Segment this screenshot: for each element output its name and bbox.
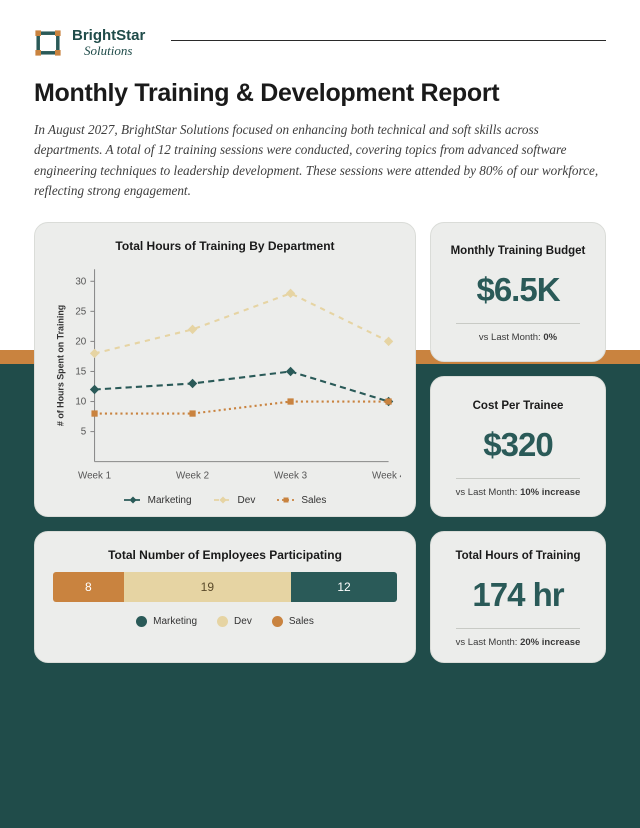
participation-title: Total Number of Employees Participating xyxy=(53,548,397,562)
legend-item: Sales xyxy=(272,616,314,627)
svg-text:15: 15 xyxy=(75,366,86,377)
svg-text:Week 4: Week 4 xyxy=(372,470,401,481)
legend-item: Dev xyxy=(214,495,256,506)
header-rule xyxy=(171,40,606,41)
participation-segment: 19 xyxy=(124,572,292,602)
chart-title: Total Hours of Training By Department xyxy=(49,239,401,253)
svg-text:25: 25 xyxy=(75,306,86,317)
header: BrightStar Solutions xyxy=(34,28,606,57)
legend-item: Dev xyxy=(217,616,252,627)
brand-name-bottom: Solutions xyxy=(84,44,145,57)
stat-card-cost-per-trainee: Cost Per Trainee $320 vs Last Month: 10%… xyxy=(430,376,606,517)
stat-card-total-hours: Total Hours of Training 174 hr vs Last M… xyxy=(430,531,606,663)
chart-card-participation: Total Number of Employees Participating … xyxy=(34,531,416,663)
stat-card-budget: Monthly Training Budget $6.5K vs Last Mo… xyxy=(430,222,606,363)
stat-title: Cost Per Trainee xyxy=(473,400,564,412)
svg-text:Week 1: Week 1 xyxy=(78,470,112,481)
stat-subtext: vs Last Month: 20% increase xyxy=(456,637,581,648)
stat-value: $320 xyxy=(483,426,552,464)
svg-text:# of Hours Spent on Training: # of Hours Spent on Training xyxy=(56,305,66,426)
stat-value: $6.5K xyxy=(476,271,559,309)
stat-divider xyxy=(456,323,579,324)
stat-subtext: vs Last Month: 10% increase xyxy=(456,487,581,498)
line-chart: 5 10 15 20 25 30 Week 1 Week 2 Week 3 Week 4 # of … xyxy=(49,263,401,493)
stat-divider xyxy=(456,628,579,629)
participation-segment: 12 xyxy=(291,572,397,602)
svg-text:Week 3: Week 3 xyxy=(274,470,308,481)
stat-title: Total Hours of Training xyxy=(455,550,580,562)
participation-legend: Marketing Dev Sales xyxy=(53,616,397,627)
svg-text:5: 5 xyxy=(81,426,87,437)
stat-value: 174 hr xyxy=(472,576,563,614)
svg-text:10: 10 xyxy=(75,396,86,407)
participation-segment: 8 xyxy=(53,572,124,602)
line-chart-legend: Marketing Dev Sales xyxy=(49,495,401,506)
brand-logo-icon xyxy=(34,29,62,57)
svg-text:30: 30 xyxy=(75,276,86,287)
legend-item: Marketing xyxy=(124,495,192,506)
stat-title: Monthly Training Budget xyxy=(451,245,586,257)
stat-divider xyxy=(456,478,579,479)
brand-name-top: BrightStar xyxy=(72,28,145,43)
svg-text:Week 2: Week 2 xyxy=(176,470,209,481)
stat-subtext: vs Last Month: 0% xyxy=(479,332,557,343)
svg-text:20: 20 xyxy=(75,336,86,347)
legend-item: Marketing xyxy=(136,616,197,627)
brand-name: BrightStar Solutions xyxy=(72,28,145,57)
page-title: Monthly Training & Development Report xyxy=(34,79,606,108)
intro-paragraph: In August 2027, BrightStar Solutions foc… xyxy=(34,120,606,202)
chart-card-hours-by-department: Total Hours of Training By Department 5 1… xyxy=(34,222,416,517)
legend-item: Sales xyxy=(277,495,326,506)
participation-bar: 81912 xyxy=(53,572,397,602)
